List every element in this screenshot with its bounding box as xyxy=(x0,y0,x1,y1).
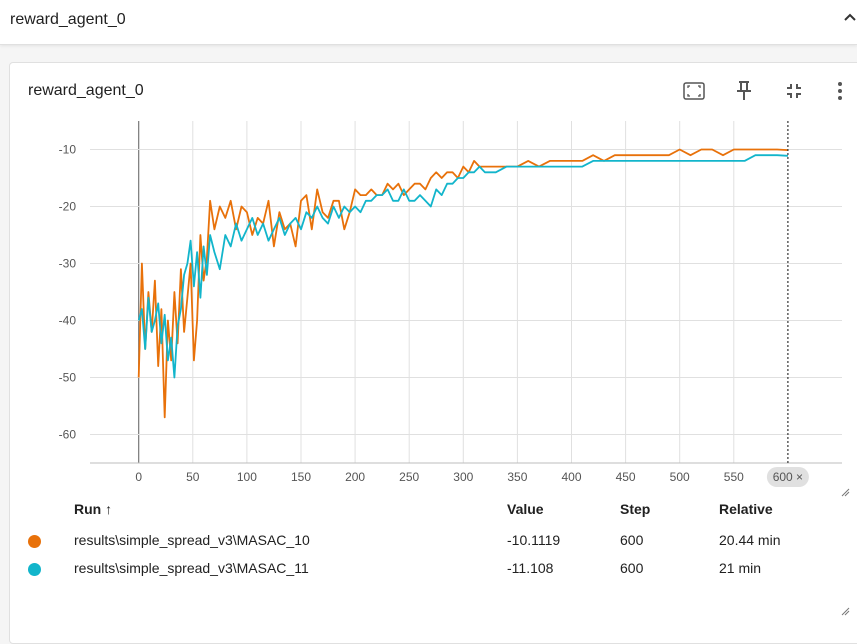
header-step[interactable]: Step xyxy=(620,501,651,517)
fit-domain-icon[interactable] xyxy=(682,79,706,103)
x-tick-label: 450 xyxy=(616,470,636,484)
pin-icon[interactable] xyxy=(732,79,756,103)
y-tick-label: -50 xyxy=(59,371,77,385)
x-tick-label: 350 xyxy=(507,470,527,484)
y-tick-label: -10 xyxy=(59,143,77,157)
x-tick-label: 400 xyxy=(561,470,581,484)
run-color-swatch xyxy=(28,563,41,576)
more-vertical-icon[interactable] xyxy=(828,79,852,103)
x-tick-label: 200 xyxy=(345,470,365,484)
y-tick-label: -40 xyxy=(59,314,77,328)
run-relative: 21 min xyxy=(719,560,762,576)
card-title: reward_agent_0 xyxy=(28,82,144,99)
header-relative[interactable]: Relative xyxy=(719,501,773,517)
table-row[interactable]: results\simple_spread_v3\MASAC_10 -10.11… xyxy=(10,532,857,556)
y-tick-label: -60 xyxy=(59,428,77,442)
section-title: reward_agent_0 xyxy=(10,11,126,28)
run-value: -10.1119 xyxy=(507,532,561,548)
run-relative: 20.44 min xyxy=(719,532,781,548)
step-cursor-label: 600 × xyxy=(773,470,803,484)
header-run[interactable]: Run ↑ xyxy=(74,501,113,517)
header-value[interactable]: Value xyxy=(507,501,544,517)
section-header: reward_agent_0 xyxy=(0,0,857,45)
y-tick-label: -20 xyxy=(59,200,77,214)
series-line-2 xyxy=(137,154,788,379)
chevron-up-icon[interactable] xyxy=(843,10,857,24)
fullscreen-exit-icon[interactable] xyxy=(782,79,806,103)
x-tick-label: 250 xyxy=(399,470,419,484)
x-tick-label: 300 xyxy=(453,470,473,484)
x-tick-label: 150 xyxy=(291,470,311,484)
resize-handle-icon[interactable] xyxy=(840,487,850,497)
run-step: 600 xyxy=(620,560,644,576)
x-tick-label: 550 xyxy=(724,470,744,484)
table-row[interactable]: results\simple_spread_v3\MASAC_11 -11.10… xyxy=(10,560,857,584)
x-tick-label: 100 xyxy=(237,470,257,484)
step-cursor-badge xyxy=(766,467,809,487)
x-tick-label: 0 xyxy=(135,470,142,484)
x-tick-label: 500 xyxy=(670,470,690,484)
resize-handle-icon[interactable] xyxy=(840,606,850,616)
series-line-1 xyxy=(137,148,788,419)
run-name: results\simple_spread_v3\MASAC_11 xyxy=(74,560,309,576)
run-step: 600 xyxy=(620,532,644,548)
y-tick-label: -30 xyxy=(59,257,77,271)
line-chart[interactable]: 0 50 100 150 200 250 300 350 400 450 500 550 -10 -20 -… xyxy=(10,63,857,495)
chart-card: reward_agent_0 0 50 100 150 200 250 300 350 400 4… xyxy=(9,62,857,644)
run-name: results\simple_spread_v3\MASAC_10 xyxy=(74,532,310,548)
run-value: -11.108 xyxy=(507,560,554,576)
x-tick-label: 50 xyxy=(186,470,200,484)
run-color-swatch xyxy=(28,535,41,548)
